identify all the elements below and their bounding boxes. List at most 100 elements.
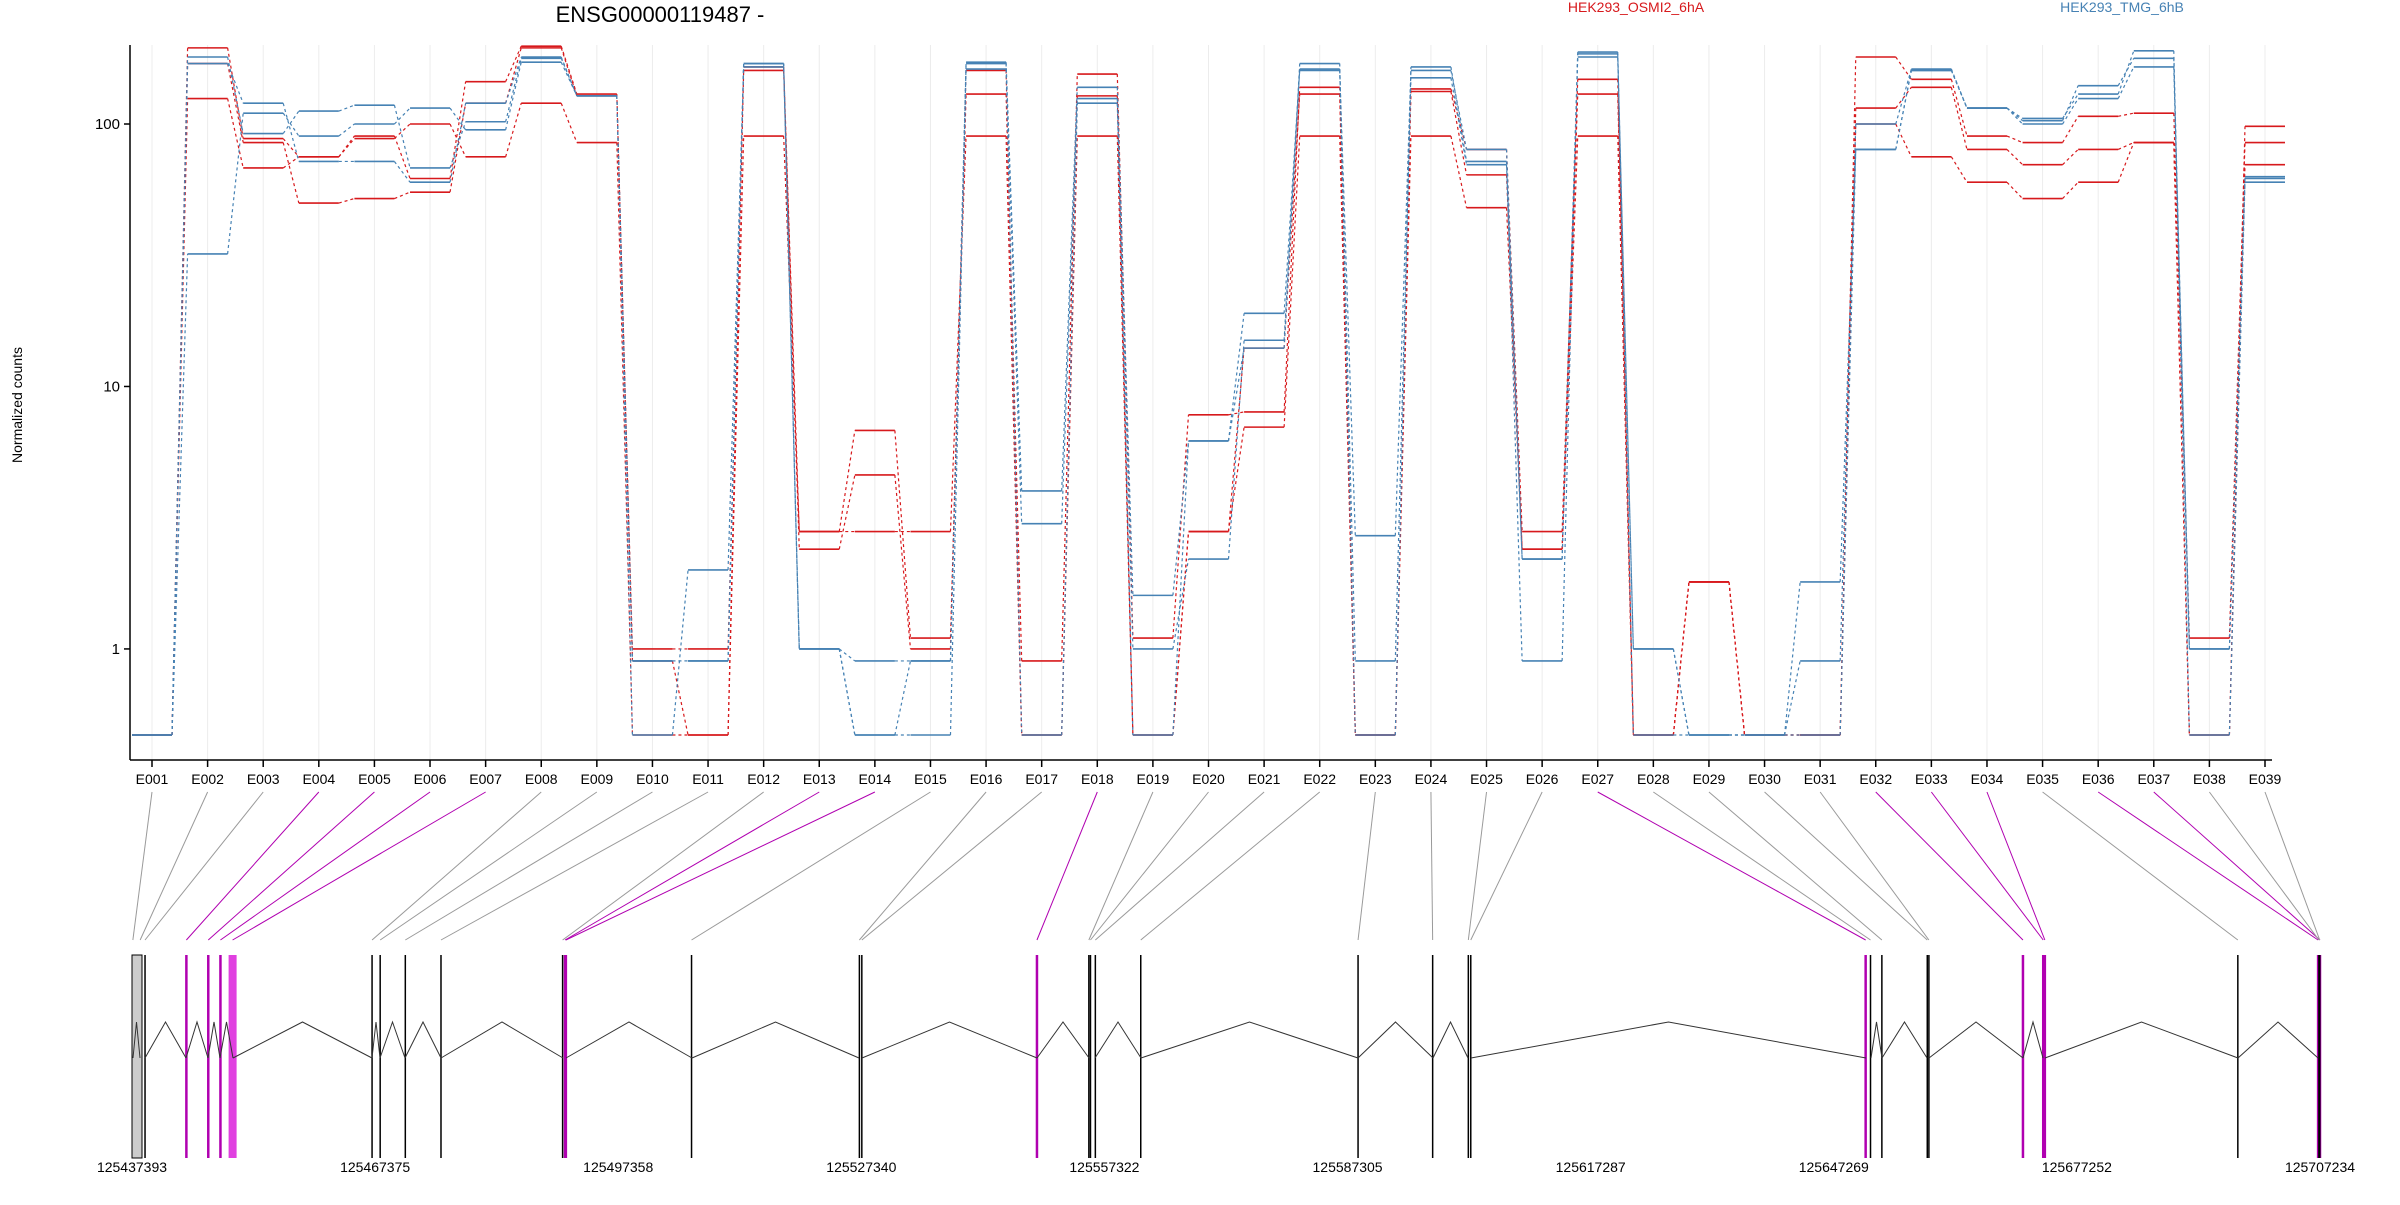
link-line-e005 [207, 791, 375, 941]
series-connector [1617, 79, 1634, 736]
link-line-e013 [564, 791, 820, 941]
intron-line [404, 1020, 442, 1059]
x-tick-label-e027: E027 [1581, 771, 1614, 787]
series-connector [1172, 440, 1190, 596]
series-connector [2006, 181, 2024, 199]
series-connector [1450, 66, 1468, 162]
series-connector [1950, 68, 1968, 109]
series-connector [1728, 581, 1746, 736]
axes: 1 10 100 E001 E002 E003 E004 E005 E006 E007 E008 E0… [95, 45, 2282, 787]
x-tick-label-e001: E001 [136, 771, 169, 787]
series-connector [727, 136, 745, 736]
x-tick-label-e013: E013 [803, 771, 836, 787]
series-connector [783, 66, 800, 649]
y-tick-label: 10 [103, 378, 120, 395]
series-connector [2062, 115, 2079, 143]
intron-line [2237, 1021, 2319, 1059]
series-connector [2062, 181, 2079, 199]
series-connector [338, 135, 355, 158]
legend-entry-tmg: HEK293_TMG_6hB [2060, 0, 2184, 15]
series-connector [838, 648, 856, 662]
series-connector [1172, 440, 1190, 736]
series-connector [1394, 70, 1412, 536]
intron-line [219, 1021, 234, 1059]
series-connector [2173, 142, 2190, 736]
series-connector [1116, 87, 1134, 596]
x-tick-label-e029: E029 [1693, 771, 1726, 787]
x-tick-label-e002: E002 [191, 771, 224, 787]
series-connector [505, 56, 522, 104]
intron-line [691, 1021, 860, 1059]
series-connector [1450, 77, 1468, 165]
x-tick-label-e032: E032 [1859, 771, 1892, 787]
link-line-e007 [232, 791, 486, 941]
series-connector [1450, 135, 1468, 208]
x-tick-label-e031: E031 [1804, 771, 1837, 787]
x-tick-label-e018: E018 [1081, 771, 1114, 787]
x-tick-label-e035: E035 [2026, 771, 2059, 787]
genomic-tick-label: 125587305 [1313, 1159, 1383, 1175]
link-line-e037 [2153, 791, 2321, 941]
y-tick-label: 100 [95, 116, 120, 133]
series-connector [338, 104, 355, 112]
series-connector [1895, 86, 1912, 109]
series-connector [2062, 98, 2079, 125]
series-connector [1672, 648, 1690, 736]
series-connector [1950, 79, 1968, 137]
link-line-e028 [1653, 791, 1871, 941]
series-connector [282, 138, 300, 158]
x-tick-label-e021: E021 [1248, 771, 1281, 787]
series-connector [1950, 87, 1968, 150]
link-line-e016 [859, 791, 987, 941]
genomic-tick-label: 125707234 [2285, 1159, 2355, 1175]
series-connector [1505, 149, 1523, 560]
link-line-e014 [565, 791, 876, 941]
series-connector [1728, 581, 1746, 736]
legend-entry-osmi2: HEK293_OSMI2_6hA [1568, 0, 1705, 15]
series-connector [2062, 85, 2079, 121]
series-connector [1339, 63, 1356, 736]
link-line-e022 [1140, 791, 1321, 941]
series-connector [949, 135, 967, 532]
series-connector [1450, 70, 1468, 150]
series-connector [1005, 68, 1023, 524]
series-connector [2117, 57, 2135, 86]
link-line-e033 [1930, 791, 2044, 941]
series-connector [1227, 348, 1245, 532]
series-connector [282, 142, 300, 204]
x-tick-label-e006: E006 [414, 771, 447, 787]
series-connector [338, 123, 355, 137]
series-connector [2117, 141, 2135, 150]
x-tick-label-e034: E034 [1971, 771, 2004, 787]
genomic-tick-label: 125647269 [1799, 1159, 1869, 1175]
genomic-tick-label: 125677252 [2042, 1159, 2112, 1175]
intron-line [2022, 1020, 2044, 1059]
series-connector [2173, 66, 2190, 649]
series-connector [393, 161, 411, 183]
series-connector [838, 430, 856, 532]
series-connector [1394, 77, 1412, 661]
series-connector [449, 107, 467, 131]
series-connector [1283, 135, 1301, 428]
series-connector [560, 103, 578, 143]
x-tick-label-e004: E004 [302, 771, 335, 787]
series-connector [1895, 70, 1912, 150]
intron-line [207, 1021, 221, 1059]
link-line-e018 [1036, 791, 1098, 941]
series-connector [1061, 87, 1078, 491]
series-connector [1061, 98, 1078, 524]
series-connector [2228, 176, 2246, 649]
intron-line [2044, 1021, 2239, 1059]
link-line-e025 [1467, 791, 1488, 941]
series-connector [171, 63, 189, 736]
series-connector [1450, 91, 1468, 175]
link-line-e020 [1090, 791, 1209, 941]
intron-line [132, 1021, 141, 1059]
series-connector [1895, 56, 1912, 80]
x-tick-label-e012: E012 [747, 771, 780, 787]
x-tick-label-e019: E019 [1137, 771, 1170, 787]
series-connector [393, 104, 411, 169]
link-line-e012 [562, 791, 764, 941]
series-connector [227, 63, 244, 143]
